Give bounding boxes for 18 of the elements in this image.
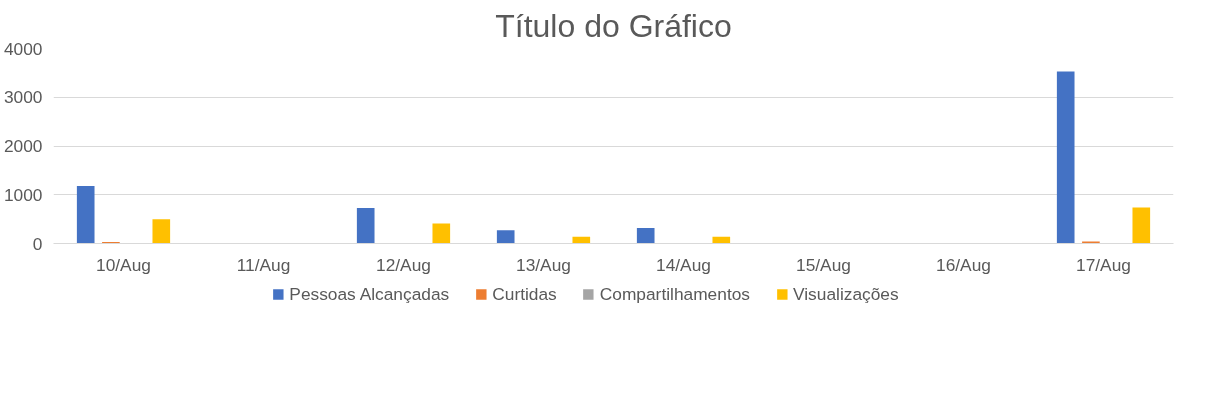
x-tick-label: 14/Aug xyxy=(656,254,711,275)
legend-label: Compartilhamentos xyxy=(599,283,751,305)
y-tick-label: 3000 xyxy=(3,87,43,108)
legend-label: Pessoas Alcançadas xyxy=(289,283,450,305)
x-tick-label: 11/Aug xyxy=(236,254,291,275)
y-tick-label: 2000 xyxy=(3,136,43,156)
x-tick-label: 15/Aug xyxy=(796,254,851,275)
x-tick-label: 13/Aug xyxy=(516,254,571,275)
legend-label: Visualizações xyxy=(793,283,899,305)
x-tick-label: 16/Aug xyxy=(936,254,991,275)
x-tick-label: 12/Aug xyxy=(376,254,431,275)
x-tick-label: 17/Aug xyxy=(1076,254,1131,275)
chart-title: Título do Gráfico xyxy=(495,7,732,44)
y-tick-label: 4000 xyxy=(3,38,43,59)
x-tick-label: 10/Aug xyxy=(96,254,151,275)
y-tick-label: 0 xyxy=(32,233,43,254)
y-tick-label: 1000 xyxy=(3,184,43,205)
legend-label: Curtidas xyxy=(492,283,557,305)
